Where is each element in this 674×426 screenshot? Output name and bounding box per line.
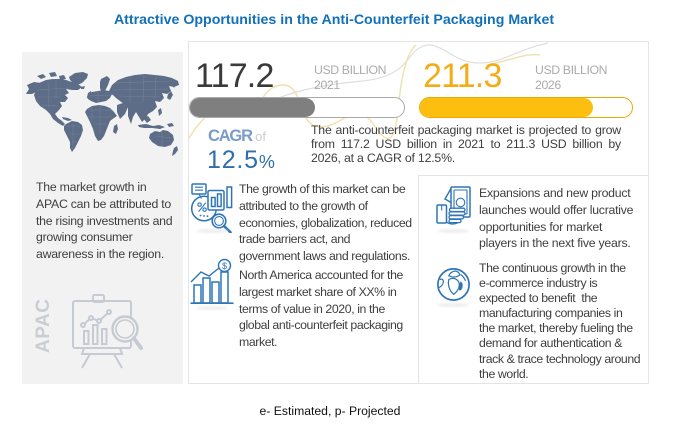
svg-text:$: $ — [222, 261, 227, 271]
